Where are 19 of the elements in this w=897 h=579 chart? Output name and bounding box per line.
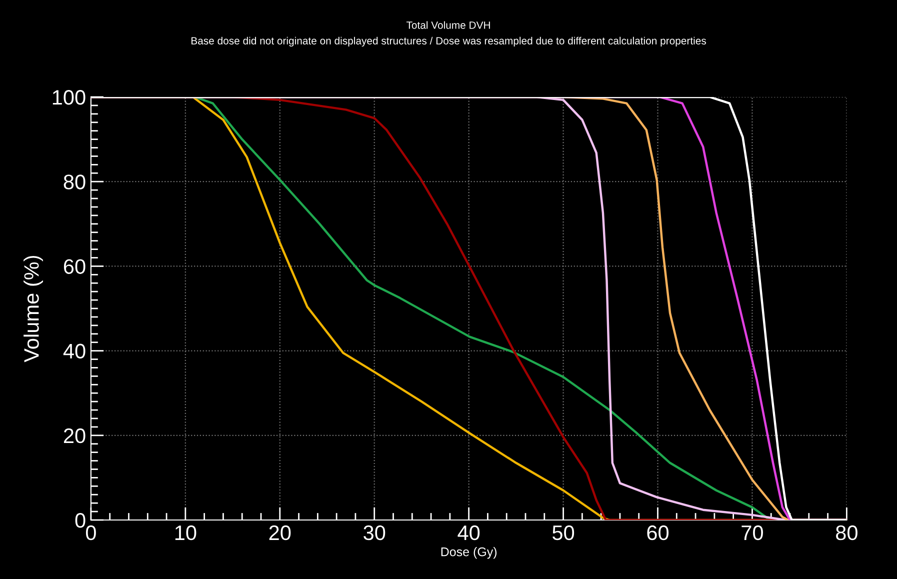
y-tick-label: 20 [64,428,86,444]
x-tick-label: 40 [458,525,480,540]
x-tick-label: 20 [269,525,291,540]
y-tick-label: 0 [75,513,86,528]
x-tick-label: 70 [742,525,763,540]
x-tick-label: 60 [647,525,669,540]
chart-subtitle: Base dose did not originate on displayed structures / Dose was resampled due to different calculation properties [192,36,706,47]
y-tick-label: 80 [64,174,86,190]
y-axis-title: Volume (%) [24,256,43,362]
y-tick-label: 40 [63,344,86,359]
x-tick-label: 10 [175,525,196,540]
y-tick-label: 60 [64,259,86,274]
x-tick-label: 0 [86,525,96,540]
x-tick-label: 50 [552,525,574,540]
x-tick-label: 30 [364,525,386,540]
x-axis-title: Dose (Gy) [441,547,497,559]
y-tick-label: 100 [52,90,86,105]
chart-title: Total Volume DVH [406,21,490,29]
x-tick-label: 80 [836,525,858,540]
